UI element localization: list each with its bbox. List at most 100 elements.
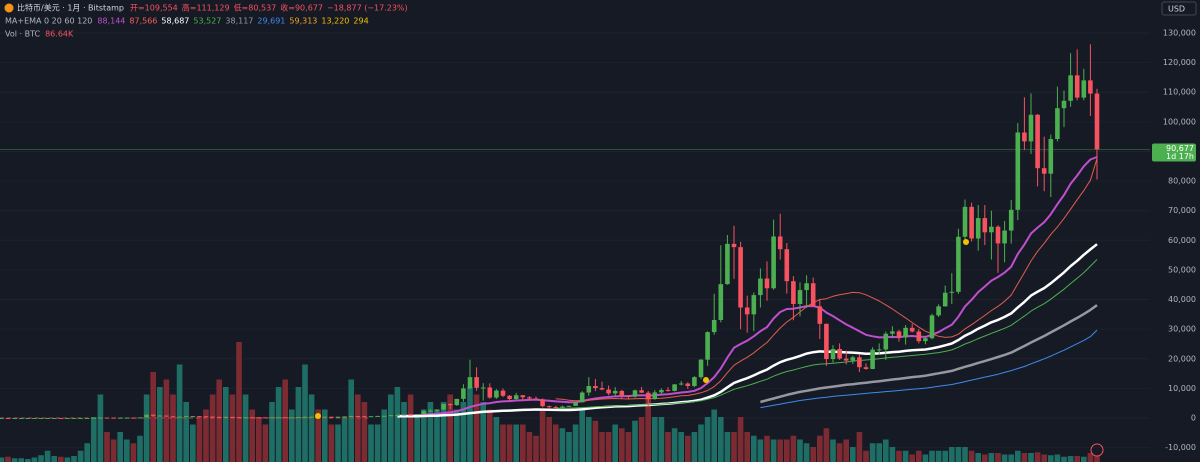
candle-body (1022, 132, 1027, 142)
candle-body (1002, 230, 1007, 244)
legend-text: 294 (353, 17, 368, 26)
candle-body (124, 417, 130, 419)
candle-body (269, 417, 275, 419)
volume-bar (1094, 455, 1100, 462)
candle-body (738, 247, 743, 308)
legend-header: 比特币/美元 · 1月 · Bitstamp 开=109,554 高=111,129… (4, 3, 408, 39)
volume-bar (539, 409, 546, 462)
candle-body (111, 417, 116, 419)
candle-body (553, 407, 559, 409)
candle-body (216, 416, 222, 418)
volume-bar (355, 394, 361, 462)
candle-body (546, 406, 552, 408)
candle-body (91, 417, 97, 419)
candle-body (685, 383, 691, 387)
candle-body (12, 417, 17, 419)
legend-text: MA+EMA 0 20 60 120 (5, 17, 92, 26)
volume-bar (1081, 456, 1087, 462)
volume-bar (830, 439, 836, 462)
legend-text: 29,691 (257, 17, 285, 26)
candle-body (296, 417, 301, 419)
candle-body (1068, 75, 1073, 101)
volume-bar (223, 387, 229, 462)
y-tick-label: 10,000 (1168, 384, 1196, 393)
volume-bar (11, 458, 18, 462)
candle-body (744, 307, 750, 315)
volume-bar (130, 443, 137, 462)
candle-body (401, 414, 407, 416)
volume-bar (500, 424, 506, 462)
coin-icon (4, 3, 14, 13)
volume-bar (91, 417, 97, 462)
volume-bar (170, 394, 176, 462)
candle-body (784, 249, 790, 282)
candle-body (368, 416, 374, 418)
candle-body (84, 417, 90, 419)
candle-body (289, 417, 295, 419)
legend-text: Vol · BTC (5, 30, 41, 39)
volume-bar (447, 394, 453, 462)
candle-body (791, 281, 796, 304)
volume-bar (493, 417, 500, 462)
volume-bar (308, 394, 315, 462)
y-tick-label: 0 (1191, 414, 1196, 423)
candle-body (45, 417, 50, 419)
candle-body (282, 417, 288, 419)
candle-body (659, 390, 664, 393)
volume-bar (671, 428, 678, 462)
volume-layer (0, 342, 1100, 462)
candle-body (51, 417, 57, 419)
volume-bar (929, 450, 935, 462)
currency-box[interactable] (1161, 1, 1197, 16)
volume-bar (520, 424, 526, 462)
volume-bar (256, 417, 262, 462)
volume-bar (579, 409, 585, 462)
y-tick-label: 100,000 (1163, 117, 1196, 126)
volume-bar (104, 432, 110, 462)
y-tick-label: 130,000 (1163, 29, 1196, 38)
candle-body (824, 323, 829, 360)
volume-bar (889, 447, 896, 462)
volume-bar (638, 417, 645, 462)
legend-text: 53,527 (193, 17, 221, 26)
volume-bar (289, 409, 295, 462)
candle-body (461, 388, 466, 399)
candle-body (652, 392, 658, 400)
candle-body (843, 358, 849, 361)
candle-body (434, 409, 440, 411)
candle-body (137, 417, 143, 419)
volume-bar (949, 447, 955, 462)
volume-bar (605, 432, 612, 462)
candle-body (329, 416, 334, 418)
candle-body (949, 291, 955, 293)
volume-bar (586, 417, 592, 462)
volume-bar (612, 424, 618, 462)
volume-bar (916, 450, 922, 462)
candle-body (599, 388, 605, 390)
volume-bar (71, 456, 77, 462)
candle-body (942, 292, 948, 307)
volume-bar (84, 443, 90, 462)
volume-bar (652, 417, 658, 462)
candle-body (78, 417, 83, 419)
volume-bar (454, 409, 460, 462)
y-tick-label: -10,000 (1165, 443, 1196, 452)
candle-body (474, 377, 479, 388)
volume-bar (361, 402, 368, 462)
volume-bar (1034, 452, 1041, 462)
y-tick-label: 70,000 (1168, 206, 1196, 215)
volume-bar (513, 424, 519, 462)
candle-body (771, 236, 776, 289)
candle-body (593, 386, 598, 389)
candle-body (421, 411, 427, 415)
candle-body (190, 416, 196, 418)
candle-body (381, 415, 387, 417)
alert-icon[interactable] (1090, 443, 1104, 457)
volume-bar (467, 387, 473, 462)
candle-body (0, 417, 4, 419)
candle-body (223, 416, 229, 418)
candle-body (131, 417, 136, 419)
volume-bar (394, 387, 401, 462)
